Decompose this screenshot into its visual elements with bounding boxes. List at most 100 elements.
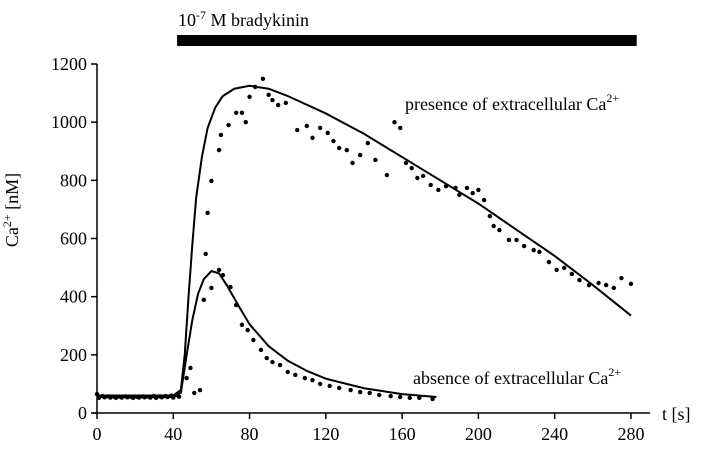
y-tick-label: 1000: [51, 112, 87, 132]
data-point: [209, 178, 214, 184]
annotation-sup: 2+: [608, 365, 621, 379]
data-point: [464, 185, 470, 191]
data-point: [403, 160, 409, 166]
data-point: [243, 119, 248, 125]
data-point: [336, 385, 342, 391]
data-point: [350, 160, 355, 166]
y-tick-label: 0: [78, 403, 87, 423]
data-point: [216, 267, 222, 273]
annotation-sup: 2+: [606, 91, 619, 105]
data-point: [384, 172, 390, 178]
data-point: [203, 251, 208, 257]
data-point: [285, 369, 290, 375]
data-point: [293, 372, 298, 378]
data-point: [270, 359, 275, 365]
x-tick-label: 280: [617, 424, 644, 444]
x-tick-label: 80: [241, 424, 259, 444]
stimulus-bar: [177, 35, 637, 46]
data-point: [331, 138, 336, 144]
data-point: [415, 175, 420, 181]
data-point: [491, 223, 496, 229]
data-point: [577, 277, 582, 283]
y-tick-label: 800: [60, 170, 87, 190]
y-tick-label: 400: [60, 287, 87, 307]
data-point: [531, 247, 536, 253]
data-point: [209, 285, 214, 291]
data-point: [554, 267, 559, 273]
data-point: [184, 375, 189, 381]
data-point: [201, 297, 206, 303]
data-point: [258, 347, 264, 353]
data-point: [373, 157, 378, 163]
data-point: [226, 122, 231, 128]
data-point: [317, 125, 323, 131]
y-tick-label: 1200: [51, 54, 87, 74]
data-point: [247, 94, 252, 100]
data-point: [546, 259, 552, 265]
y-tick-label: 600: [60, 229, 87, 249]
data-point: [357, 152, 363, 158]
data-point: [562, 265, 567, 271]
data-point: [325, 130, 330, 136]
data-point: [407, 395, 412, 401]
data-point: [264, 355, 269, 361]
data-point: [216, 147, 222, 153]
data-point: [365, 140, 370, 146]
annotation-text: absence of extracellular Ca: [413, 368, 608, 388]
data-point: [270, 97, 275, 103]
data-point: [336, 145, 342, 151]
stimulus-sup: -7: [196, 8, 206, 22]
data-point: [275, 102, 281, 108]
data-point: [218, 132, 224, 138]
data-point: [197, 387, 203, 393]
x-tick-label: 0: [93, 424, 102, 444]
data-point: [295, 127, 300, 133]
data-point: [234, 110, 239, 116]
data-point: [398, 394, 403, 400]
y-axis-label: Ca2+ [nM]: [0, 173, 22, 247]
y-tick-label: 200: [60, 345, 87, 365]
data-point: [569, 271, 575, 277]
data-point: [188, 365, 193, 371]
x-tick-label: 120: [312, 424, 339, 444]
x-tick-label: 40: [164, 424, 182, 444]
data-point: [470, 190, 475, 196]
x-tick-label: 240: [541, 424, 568, 444]
data-point: [514, 237, 519, 243]
data-point: [317, 381, 323, 387]
data-point: [428, 182, 433, 188]
data-point: [430, 396, 435, 402]
data-point: [205, 210, 210, 216]
data-point: [304, 123, 309, 129]
annotation-text: presence of extracellular Ca: [405, 94, 606, 114]
data-point: [367, 390, 372, 396]
data-point: [398, 125, 403, 131]
data-point: [192, 390, 197, 396]
data-point: [497, 227, 502, 233]
data-point: [310, 377, 315, 383]
x-axis-label: t [s]: [662, 404, 691, 424]
annotation: absence of extracellular Ca2+: [413, 365, 621, 388]
data-point: [348, 387, 353, 393]
data-point: [266, 92, 271, 98]
data-point: [521, 243, 527, 249]
data-point: [619, 275, 624, 281]
data-point: [251, 337, 256, 343]
data-point: [357, 389, 363, 395]
ylabel-sup: 2+: [0, 214, 14, 227]
data-point: [302, 375, 308, 381]
data-point: [239, 322, 245, 328]
data-point: [176, 394, 182, 399]
data-point: [283, 100, 288, 106]
data-point: [377, 392, 382, 398]
data-point: [327, 383, 332, 389]
fit-line: [97, 269, 437, 399]
ylabel-rest: [nM]: [2, 173, 22, 215]
data-point: [596, 280, 601, 286]
data-point: [310, 135, 315, 141]
data-point: [239, 110, 245, 116]
fit-line: [97, 84, 632, 397]
data-point: [277, 362, 283, 368]
data-point: [260, 76, 266, 82]
